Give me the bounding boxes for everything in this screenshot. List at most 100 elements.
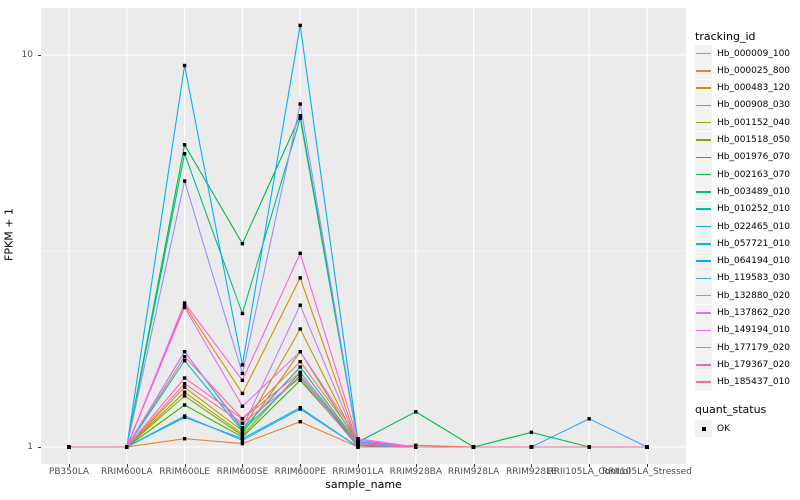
legend-key-swatch — [695, 96, 712, 114]
data-point — [240, 417, 245, 421]
data-point — [356, 445, 360, 449]
data-point — [529, 445, 534, 449]
data-point — [182, 355, 187, 359]
legend-item-quant-OK: OK — [695, 420, 730, 437]
data-point — [298, 370, 302, 375]
data-point — [240, 429, 245, 433]
legend-key-swatch — [695, 321, 712, 339]
data-point — [298, 251, 302, 255]
data-point — [240, 363, 245, 367]
legend-label: OK — [717, 423, 730, 434]
legend-label: Hb_119583_030 — [717, 273, 791, 284]
legend-key-line — [696, 156, 711, 159]
y-tick-label: 10 — [21, 49, 33, 60]
legend-key-line — [696, 121, 711, 124]
x-tick-label-RRIM928BA: RRIM928BA — [389, 467, 443, 477]
legend-item-Hb_000025_800: Hb_000025_800 — [695, 62, 790, 80]
legend-key-line — [696, 381, 711, 383]
legend-key-swatch — [695, 269, 712, 287]
legend-key-swatch — [695, 166, 712, 184]
data-point — [298, 116, 302, 120]
legend-label: Hb_001518_050 — [717, 135, 791, 145]
x-tick-label-RRIM600PE: RRIM600PE — [274, 467, 326, 477]
data-point — [529, 430, 534, 434]
data-point — [240, 378, 245, 382]
y-tick-mark — [38, 447, 41, 448]
legend-label: Hb_022465_010 — [717, 221, 791, 232]
x-tick-label-RRIM600SE: RRIM600SE — [216, 467, 269, 477]
legend-key-line — [696, 70, 711, 72]
legend-key-line — [696, 277, 711, 280]
data-point — [298, 365, 302, 369]
legend-title-tracking-id: tracking_id — [695, 30, 756, 43]
data-point — [182, 179, 187, 183]
legend-item-Hb_000908_030: Hb_000908_030 — [695, 96, 791, 114]
data-point — [298, 360, 302, 364]
legend-key-swatch — [695, 114, 712, 132]
data-point — [240, 438, 245, 442]
x-tick-label-RRIM901LA: RRIM901LA — [332, 467, 384, 477]
data-point — [67, 445, 71, 449]
legend-item-Hb_010252_010: Hb_010252_010 — [695, 200, 790, 218]
x-tick-label-RRIM928LA: RRIM928LA — [447, 467, 500, 477]
legend-key-swatch — [695, 235, 712, 253]
legend-item-Hb_001976_070: Hb_001976_070 — [695, 148, 790, 166]
x-tick-mark — [589, 464, 591, 467]
data-point — [298, 376, 302, 380]
legend-label: Hb_177179_020 — [717, 342, 791, 353]
legend-key-swatch — [695, 420, 712, 437]
legend-key-line — [696, 173, 711, 176]
legend-key-line — [696, 191, 711, 193]
data-point — [240, 404, 245, 408]
legend-label: Hb_137862_020 — [717, 308, 791, 318]
x-tick-mark — [184, 464, 186, 467]
y-tick-mark — [38, 55, 41, 56]
x-tick-mark — [126, 464, 128, 467]
legend-key-swatch — [695, 356, 712, 374]
x-tick-mark — [358, 464, 359, 467]
data-point — [182, 414, 187, 418]
data-point — [298, 350, 302, 354]
legend-item-Hb_132880_020: Hb_132880_020 — [695, 287, 791, 305]
legend-key-line — [696, 346, 711, 349]
legend-key-swatch — [695, 252, 712, 270]
legend-item-Hb_064194_010: Hb_064194_010 — [695, 252, 790, 270]
data-point — [182, 376, 187, 380]
x-tick-mark — [69, 464, 70, 467]
data-point — [182, 303, 187, 307]
data-point — [240, 441, 245, 446]
legend-key-line — [696, 225, 711, 228]
x-tick-mark — [647, 464, 648, 467]
data-point — [356, 438, 360, 442]
legend-item-Hb_001518_050: Hb_001518_050 — [695, 131, 791, 149]
x-axis-title: sample_name — [325, 478, 402, 491]
data-point — [182, 63, 187, 68]
data-point — [182, 350, 187, 354]
legend-key-line — [696, 364, 711, 366]
legend-item-Hb_001152_040: Hb_001152_040 — [695, 114, 790, 132]
legend-key-point — [701, 426, 706, 431]
legend-key-line — [696, 104, 711, 107]
data-point — [182, 143, 187, 147]
x-tick-mark — [531, 464, 533, 467]
data-point — [298, 407, 302, 411]
legend-key-swatch — [695, 373, 712, 391]
legend-label: Hb_000908_030 — [717, 100, 791, 111]
data-point — [182, 390, 187, 394]
data-point — [182, 152, 187, 156]
data-point — [182, 394, 187, 398]
y-axis-title: FPKM + 1 — [2, 208, 16, 261]
legend-key-line — [696, 294, 711, 297]
legend-key-swatch — [695, 45, 712, 62]
legend-title-quant-status: quant_status — [695, 403, 767, 416]
legend-label: Hb_003489_010 — [717, 186, 791, 197]
legend-item-Hb_002163_070: Hb_002163_070 — [695, 166, 790, 184]
data-point — [240, 426, 245, 430]
data-point — [471, 445, 476, 449]
x-tick-label-PB350LA: PB350LA — [48, 467, 90, 477]
legend-item-Hb_149194_010: Hb_149194_010 — [695, 321, 790, 339]
legend-label: Hb_132880_020 — [717, 290, 791, 301]
legend-key-swatch — [695, 304, 712, 322]
data-point — [298, 327, 302, 331]
